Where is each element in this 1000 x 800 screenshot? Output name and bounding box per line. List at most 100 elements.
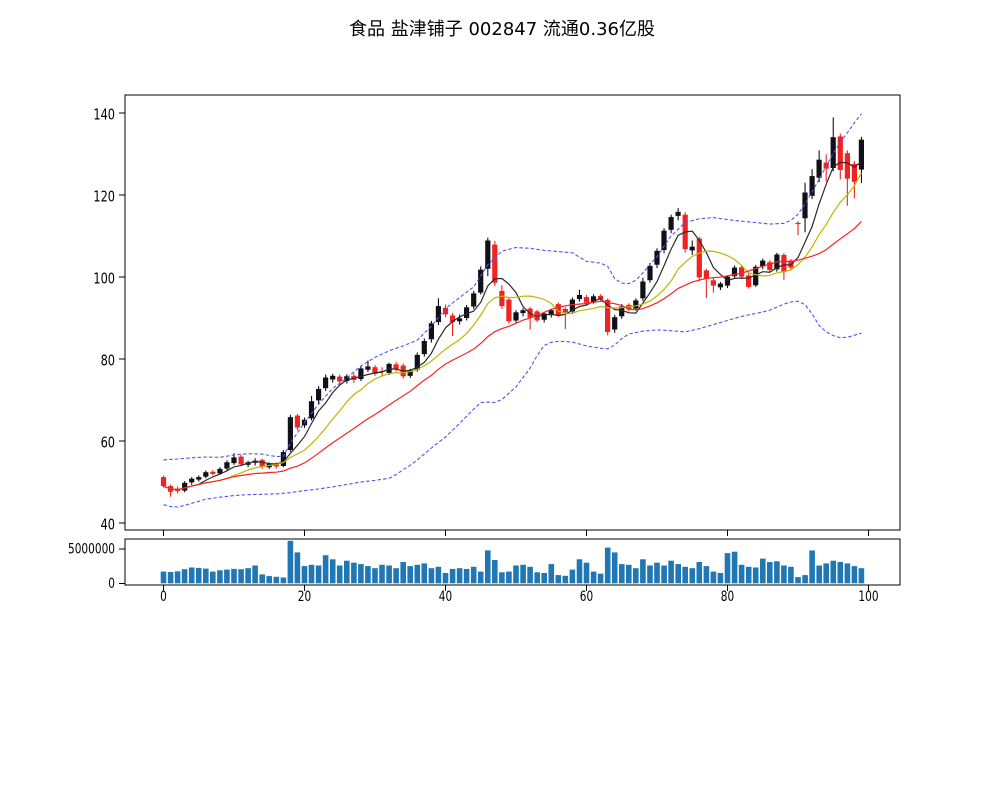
price-tick-label: 120	[93, 188, 115, 206]
volume-y-ticks: 0 5000000	[68, 542, 125, 592]
bollinger-upper-line	[163, 113, 862, 461]
x-tick-label: 60	[580, 589, 593, 605]
price-tick-label: 60	[101, 434, 115, 452]
price-y-ticks: 40 60 80 100 120 140	[93, 106, 125, 534]
volume-bar	[372, 568, 378, 584]
candle-body	[858, 139, 864, 170]
price-tick-label: 140	[93, 106, 115, 124]
candle-body	[280, 452, 286, 466]
volume-bar	[329, 559, 336, 584]
volume-bar	[414, 564, 421, 584]
volume-bar	[774, 561, 780, 584]
volume-bar	[449, 568, 456, 584]
candle-body	[492, 244, 498, 283]
volume-bar	[626, 564, 632, 584]
volume-bar	[675, 564, 681, 584]
volume-bar	[358, 564, 364, 584]
candle-body	[781, 254, 787, 273]
candle-body	[323, 377, 329, 389]
candle-body	[562, 309, 568, 313]
volume-bar	[809, 550, 815, 584]
candle-body	[661, 230, 667, 250]
ma-mid-line	[163, 172, 862, 491]
volume-bar	[851, 566, 858, 584]
volume-bar	[689, 568, 696, 584]
volume-bar	[407, 566, 413, 584]
price-x-ticks	[163, 530, 869, 536]
volume-bar	[442, 573, 449, 584]
volume-bar	[724, 553, 731, 584]
volume-bar	[428, 568, 435, 584]
candle-body	[541, 313, 547, 320]
volume-bar	[520, 564, 526, 584]
candle-body	[590, 296, 597, 302]
ma-slow-line	[163, 220, 862, 491]
candle-body	[287, 417, 293, 450]
candle-body	[330, 375, 336, 380]
volume-bar	[745, 566, 752, 584]
volume-bar	[421, 563, 428, 584]
price-tick-label: 100	[93, 270, 115, 288]
candle-body	[851, 163, 857, 182]
volume-bar	[661, 565, 667, 584]
volume-bar	[534, 572, 540, 584]
candle-body	[767, 262, 773, 270]
x-tick-label: 0	[160, 589, 167, 605]
candle-body	[746, 275, 752, 287]
candle-body	[675, 211, 681, 216]
candle-body	[830, 137, 836, 168]
volume-bar	[717, 573, 724, 584]
volume-bar	[203, 568, 209, 584]
volume-bar	[470, 566, 477, 584]
volume-bar	[259, 574, 265, 584]
price-tick-label: 80	[101, 352, 115, 370]
x-tick-label: 20	[298, 589, 311, 605]
volume-tick-label: 0	[108, 576, 115, 592]
volume-bar	[710, 571, 717, 584]
candle-body	[217, 468, 223, 474]
volume-bar	[322, 555, 329, 584]
candle-body	[337, 376, 343, 382]
volume-bar	[619, 564, 625, 584]
volume-bar	[858, 568, 865, 584]
volume-bar	[365, 566, 371, 584]
volume-bar	[393, 568, 399, 584]
volume-bar	[513, 565, 519, 584]
volume-bar	[816, 565, 822, 584]
candle-body	[442, 307, 449, 315]
volume-bar	[435, 566, 442, 584]
price-tick-label: 40	[101, 516, 115, 534]
candle-body	[731, 267, 738, 277]
candle-body	[464, 307, 470, 318]
volume-bar	[611, 552, 618, 584]
volume-bar	[703, 566, 710, 584]
volume-bar	[181, 569, 188, 584]
candle-body	[485, 240, 491, 269]
volume-bar	[167, 572, 174, 584]
volume-bar	[555, 575, 562, 584]
candle-body	[428, 323, 434, 340]
candle-body	[457, 318, 463, 322]
candle-body	[231, 457, 237, 464]
candle-body	[816, 159, 822, 178]
volume-bar	[195, 567, 202, 584]
volume-bar	[336, 565, 343, 584]
volume-bar	[562, 575, 569, 584]
candle-body	[654, 250, 660, 265]
candle-body	[809, 176, 815, 196]
candle-body	[499, 290, 505, 307]
volume-bar	[485, 550, 491, 584]
volume-bar	[541, 573, 547, 584]
volume-x-ticks: 0 20 40 60 80 100	[160, 585, 879, 605]
volume-bar	[604, 547, 611, 584]
volume-bar	[795, 577, 801, 584]
volume-bar	[456, 568, 463, 584]
candle-body	[598, 295, 604, 300]
volume-bar	[506, 571, 512, 584]
candle-body	[569, 299, 575, 312]
candle-body	[407, 370, 413, 376]
volume-bar	[301, 566, 308, 584]
volume-bar	[583, 562, 590, 584]
candle-body	[414, 354, 420, 370]
